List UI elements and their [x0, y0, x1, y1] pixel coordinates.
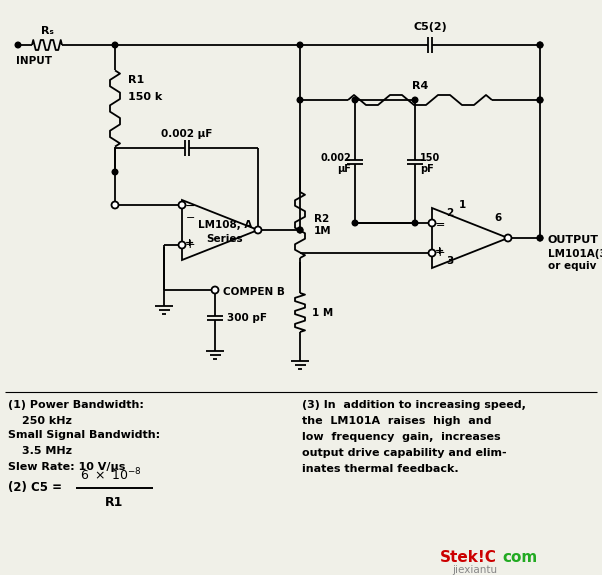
Circle shape — [297, 227, 303, 233]
Text: 3.5 MHz: 3.5 MHz — [22, 446, 72, 456]
Text: OUTPUT: OUTPUT — [548, 235, 599, 245]
Circle shape — [537, 235, 543, 241]
Circle shape — [112, 169, 118, 175]
Circle shape — [297, 42, 303, 48]
Text: $-$: $-$ — [435, 220, 445, 229]
Circle shape — [537, 42, 543, 48]
Text: R2
1M: R2 1M — [314, 214, 332, 236]
Text: +: + — [185, 239, 195, 251]
Text: (3) In  addition to increasing speed,: (3) In addition to increasing speed, — [302, 400, 526, 410]
Circle shape — [112, 42, 118, 48]
Text: +: + — [435, 247, 445, 256]
Text: C5(2): C5(2) — [413, 22, 447, 32]
Circle shape — [179, 201, 185, 209]
Text: $-$: $-$ — [185, 212, 195, 221]
Text: 1: 1 — [458, 200, 465, 210]
Circle shape — [211, 286, 219, 293]
Text: R1: R1 — [128, 75, 144, 85]
Text: (2) C5 =: (2) C5 = — [8, 481, 62, 494]
Text: 0.002
μF: 0.002 μF — [320, 153, 351, 174]
Circle shape — [537, 97, 543, 103]
Text: 0.002 μF: 0.002 μF — [161, 129, 212, 139]
Text: 250 kHz: 250 kHz — [22, 416, 72, 426]
Text: $-$: $-$ — [184, 198, 196, 212]
Text: R4: R4 — [412, 81, 428, 91]
Text: the  LM101A  raises  high  and: the LM101A raises high and — [302, 416, 491, 426]
Text: LM101A(3)
or equiv: LM101A(3) or equiv — [548, 249, 602, 271]
Text: (1) Power Bandwidth:: (1) Power Bandwidth: — [8, 400, 144, 410]
Circle shape — [297, 227, 303, 233]
Circle shape — [352, 97, 358, 103]
Circle shape — [179, 242, 185, 248]
Circle shape — [504, 235, 512, 242]
Text: +: + — [435, 247, 445, 259]
Text: 6: 6 — [494, 213, 501, 223]
Circle shape — [412, 97, 418, 103]
Text: COMPEN B: COMPEN B — [223, 287, 285, 297]
Text: Stek!C: Stek!C — [440, 550, 497, 565]
Text: Slew Rate: 10 V/μs: Slew Rate: 10 V/μs — [8, 462, 125, 472]
Text: Small Signal Bandwidth:: Small Signal Bandwidth: — [8, 430, 160, 440]
Text: 1 M: 1 M — [312, 308, 334, 317]
Circle shape — [15, 42, 21, 48]
Text: 300 pF: 300 pF — [227, 313, 267, 323]
Text: 150
pF: 150 pF — [420, 153, 440, 174]
Circle shape — [537, 42, 543, 48]
Text: inates thermal feedback.: inates thermal feedback. — [302, 464, 459, 474]
Text: output drive capability and elim-: output drive capability and elim- — [302, 448, 507, 458]
Text: LM108, A
Series: LM108, A Series — [198, 220, 252, 244]
Text: $-$: $-$ — [435, 217, 445, 229]
Circle shape — [297, 97, 303, 103]
Circle shape — [412, 220, 418, 226]
Text: R1: R1 — [105, 496, 123, 508]
Circle shape — [111, 201, 119, 209]
Text: +: + — [185, 239, 194, 248]
Circle shape — [537, 97, 543, 103]
Text: INPUT: INPUT — [16, 56, 52, 66]
Text: 150 k: 150 k — [128, 92, 163, 102]
Circle shape — [429, 220, 435, 227]
Text: low  frequency  gain,  increases: low frequency gain, increases — [302, 432, 501, 442]
Text: 3: 3 — [446, 256, 454, 266]
Circle shape — [255, 227, 261, 233]
Text: Rₛ: Rₛ — [40, 26, 54, 36]
Circle shape — [352, 220, 358, 226]
Circle shape — [537, 235, 543, 241]
Circle shape — [429, 250, 435, 256]
Text: com: com — [502, 550, 537, 565]
Text: 2: 2 — [446, 208, 454, 218]
Text: jiexiantu: jiexiantu — [452, 565, 497, 575]
Text: $6\ \times\ 10^{-8}$: $6\ \times\ 10^{-8}$ — [80, 467, 142, 484]
